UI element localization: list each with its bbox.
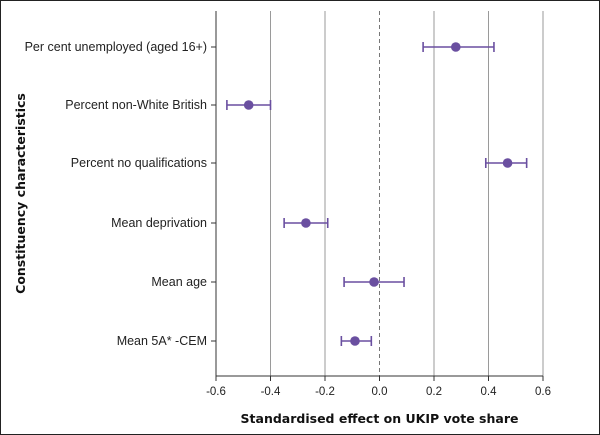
data-point [369, 277, 379, 287]
x-axis-title: Standardised effect on UKIP vote share [241, 411, 519, 426]
data-point [350, 336, 360, 346]
data-point [301, 218, 311, 228]
y-axis-title: Constituency characteristics [13, 93, 28, 294]
data-point [243, 100, 254, 110]
category-label: Mean age [151, 275, 207, 289]
category-label: Mean 5A* -CEM [117, 334, 207, 348]
category-label: Per cent unemployed (aged 16+) [25, 40, 207, 54]
x-tick-label: 0.6 [535, 386, 551, 398]
data-point [451, 42, 461, 52]
category-label: Percent non-White British [65, 98, 207, 112]
x-tick-label: -0.2 [315, 386, 335, 398]
x-tick-label: 0.4 [481, 386, 498, 398]
category-labels: Per cent unemployed (aged 16+) Percent no… [25, 40, 207, 348]
data-marks [226, 42, 528, 346]
x-tick-label: -0.4 [261, 386, 281, 398]
axes: -0.6 -0.4 -0.2 0.0 0.2 0.4 0.6 [206, 11, 551, 398]
category-label: Percent no qualifications [71, 156, 207, 170]
x-tick-label: 0.0 [372, 386, 388, 398]
data-point [502, 158, 513, 168]
x-tick-label: 0.2 [426, 386, 442, 398]
category-label: Mean deprivation [111, 216, 207, 230]
gridlines [215, 11, 544, 376]
x-tick-label: -0.6 [206, 386, 226, 398]
